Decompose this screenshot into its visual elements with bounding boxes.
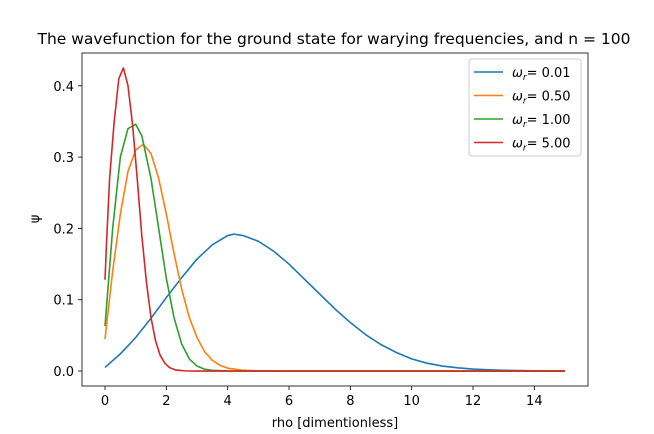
legend-label-1: ωr= 0.50 — [512, 90, 571, 107]
x-axis-ticks: 0 2 4 6 8 10 12 14 — [101, 386, 543, 409]
y-axis-ticks: 0.0 0.1 0.2 0.3 0.4 — [53, 80, 82, 380]
x-tick-label: 6 — [285, 394, 293, 409]
x-tick-label: 8 — [346, 394, 354, 409]
x-tick-label: 2 — [162, 394, 170, 409]
plot-area — [81, 52, 589, 387]
plot-frame — [81, 52, 589, 387]
legend-label-0: ωr= 0.01 — [512, 66, 571, 83]
y-tick-label: 0.1 — [53, 294, 74, 309]
series-line-2 — [104, 123, 565, 372]
chart-title: The wavefunction for the ground state fo… — [37, 30, 631, 48]
x-tick-label: 14 — [526, 394, 543, 409]
series-line-1 — [104, 143, 565, 372]
y-tick-label: 0.2 — [53, 222, 74, 237]
y-tick-label: 0.3 — [53, 151, 74, 166]
legend: ωr= 0.01 ωr= 0.50 ωr= 1.00 ωr= 5.00 — [468, 58, 582, 157]
legend-label-3: ωr= 5.00 — [512, 137, 571, 154]
x-tick-label: 10 — [403, 394, 420, 409]
legend-label-2: ωr= 1.00 — [512, 113, 571, 130]
x-axis-label: rho [dimentionless] — [272, 416, 398, 431]
y-axis-label: ψ — [28, 215, 43, 224]
legend-box — [468, 58, 582, 157]
series-layer — [104, 67, 566, 372]
y-tick-label: 0.4 — [53, 80, 74, 95]
series-line-3 — [104, 67, 565, 372]
x-tick-label: 4 — [224, 394, 232, 409]
x-tick-label: 0 — [101, 394, 109, 409]
y-tick-label: 0.0 — [53, 365, 74, 380]
series-line-0 — [104, 233, 566, 372]
x-tick-label: 12 — [465, 394, 482, 409]
